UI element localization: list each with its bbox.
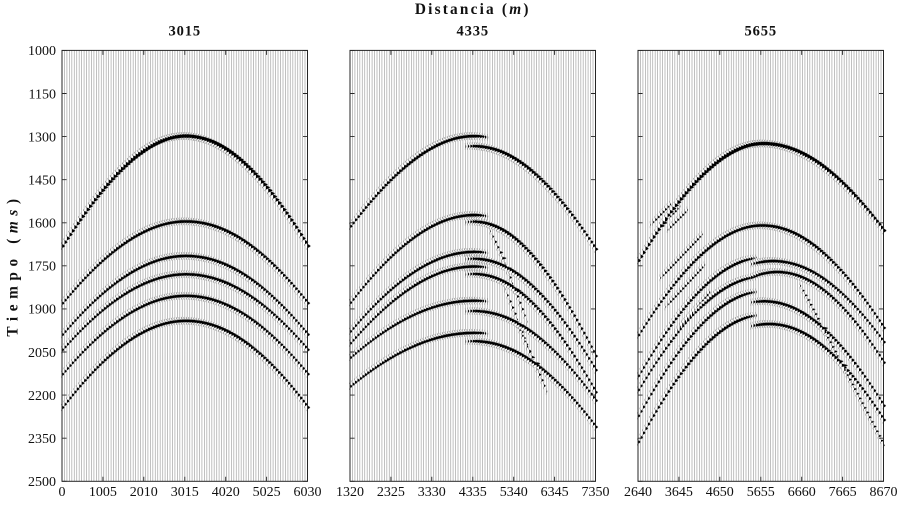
- svg-text:3645: 3645: [665, 485, 693, 500]
- svg-text:1320: 1320: [336, 485, 364, 500]
- svg-text:1005: 1005: [89, 485, 117, 500]
- svg-text:1000: 1000: [28, 44, 56, 59]
- svg-text:4650: 4650: [706, 485, 734, 500]
- svg-text:4335: 4335: [456, 23, 489, 39]
- svg-text:2325: 2325: [377, 485, 405, 500]
- svg-text:5655: 5655: [747, 485, 775, 500]
- svg-text:7665: 7665: [829, 485, 857, 500]
- svg-text:4335: 4335: [459, 485, 487, 500]
- svg-text:0: 0: [59, 485, 66, 500]
- svg-text:1750: 1750: [28, 260, 56, 275]
- svg-text:1150: 1150: [29, 87, 56, 102]
- svg-text:5340: 5340: [500, 485, 528, 500]
- svg-text:6345: 6345: [541, 485, 569, 500]
- svg-text:8670: 8670: [870, 485, 898, 500]
- svg-text:2010: 2010: [130, 485, 158, 500]
- svg-text:2050: 2050: [28, 346, 56, 361]
- svg-text:3015: 3015: [168, 23, 201, 39]
- svg-text:6030: 6030: [294, 485, 322, 500]
- svg-text:2640: 2640: [624, 485, 652, 500]
- svg-text:1450: 1450: [28, 174, 56, 189]
- svg-text:7350: 7350: [582, 485, 610, 500]
- svg-text:3015: 3015: [171, 485, 199, 500]
- svg-text:1300: 1300: [28, 130, 56, 145]
- svg-text:1600: 1600: [28, 217, 56, 232]
- svg-text:2350: 2350: [28, 432, 56, 447]
- svg-text:5025: 5025: [253, 485, 281, 500]
- svg-text:6660: 6660: [788, 485, 816, 500]
- svg-text:2500: 2500: [28, 475, 56, 490]
- svg-text:2200: 2200: [28, 389, 56, 404]
- svg-text:4020: 4020: [212, 485, 240, 500]
- svg-text:Tiempo (ms): Tiempo (ms): [5, 193, 22, 336]
- svg-text:5655: 5655: [744, 23, 777, 39]
- svg-text:3330: 3330: [418, 485, 446, 500]
- svg-text:1900: 1900: [28, 303, 56, 318]
- svg-text:Distancia (m): Distancia (m): [415, 1, 531, 18]
